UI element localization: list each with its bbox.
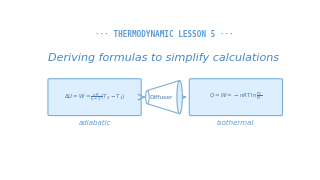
Text: isothermal: isothermal [217,120,255,127]
Polygon shape [148,80,180,114]
Ellipse shape [146,91,149,104]
FancyBboxPatch shape [48,79,141,116]
Text: $\Delta U = W = \frac{nR}{k-1}(T_2 - T_1)$: $\Delta U = W = \frac{nR}{k-1}(T_2 - T_1… [64,91,125,103]
Text: Diffuser: Diffuser [149,95,173,100]
Ellipse shape [177,80,182,114]
Text: adiabatic: adiabatic [78,120,111,127]
FancyBboxPatch shape [189,79,283,116]
Text: $Q = W = -nRT\,\ln\frac{p_2}{p_1}$: $Q = W = -nRT\,\ln\frac{p_2}{p_1}$ [209,91,263,103]
Text: Deriving formulas to simplify calculations: Deriving formulas to simplify calculatio… [49,53,279,63]
Text: ··· THERMODYNAMIC LESSON 5 ···: ··· THERMODYNAMIC LESSON 5 ··· [95,30,233,39]
